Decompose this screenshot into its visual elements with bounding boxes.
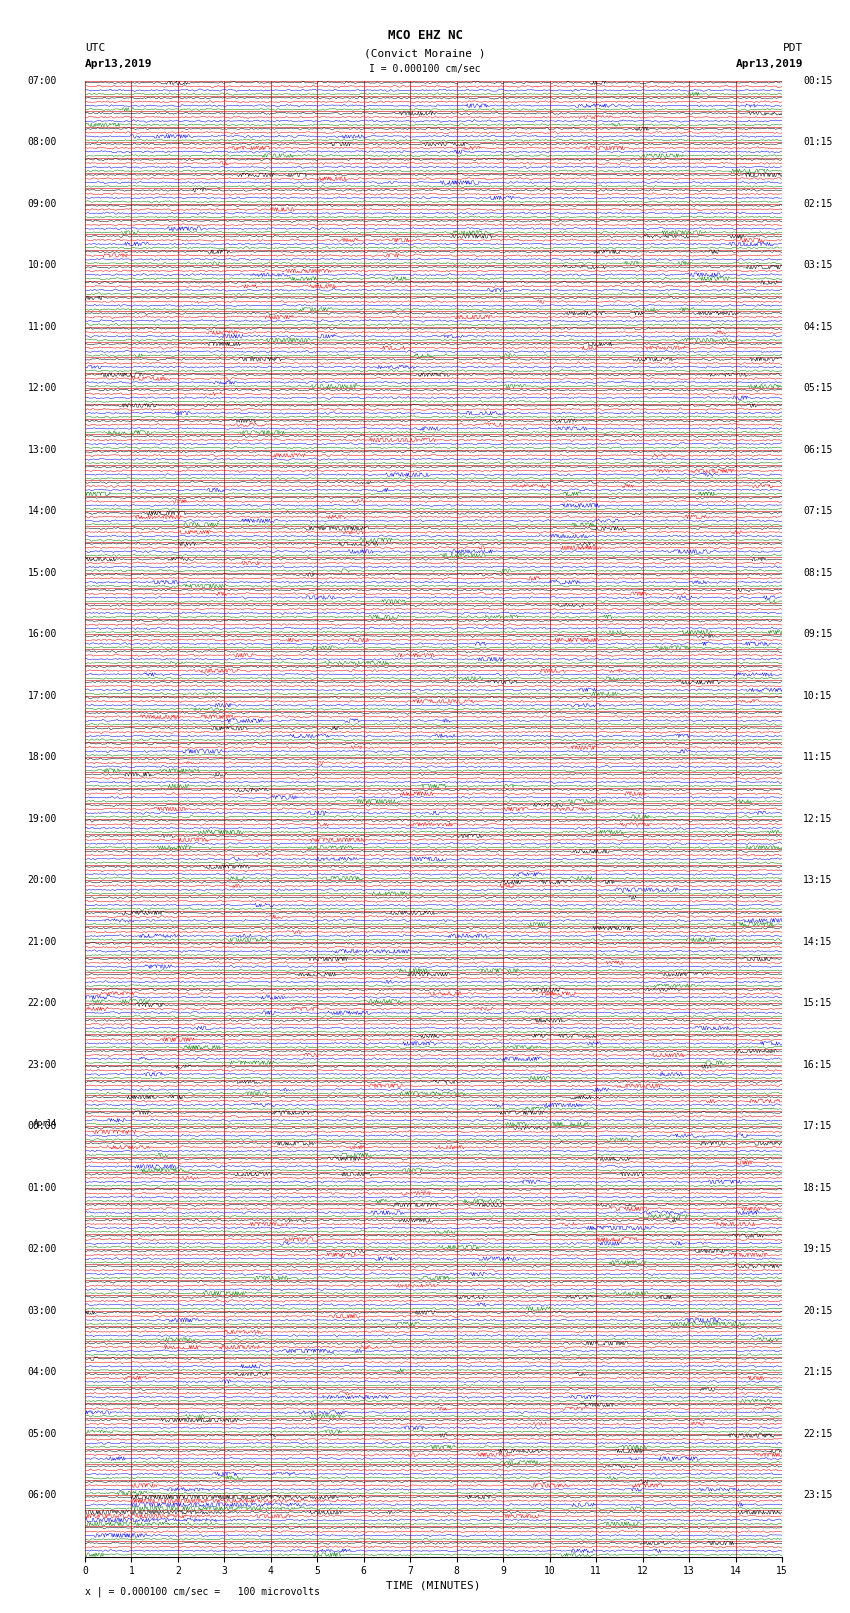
Text: 07:00: 07:00 xyxy=(28,76,57,85)
Text: MCO EHZ NC: MCO EHZ NC xyxy=(388,29,462,42)
Text: 12:00: 12:00 xyxy=(28,384,57,394)
Text: 11:00: 11:00 xyxy=(28,321,57,332)
Text: 23:00: 23:00 xyxy=(28,1060,57,1069)
Text: 02:00: 02:00 xyxy=(28,1244,57,1253)
Text: 18:00: 18:00 xyxy=(28,752,57,761)
Text: 03:00: 03:00 xyxy=(28,1305,57,1316)
Text: 17:15: 17:15 xyxy=(803,1121,832,1131)
Text: 02:15: 02:15 xyxy=(803,198,832,208)
Text: 00:00: 00:00 xyxy=(28,1121,57,1131)
Text: 12:15: 12:15 xyxy=(803,813,832,824)
Text: 20:00: 20:00 xyxy=(28,876,57,886)
Text: 11:15: 11:15 xyxy=(803,752,832,761)
Text: 16:00: 16:00 xyxy=(28,629,57,639)
Text: 08:15: 08:15 xyxy=(803,568,832,577)
Text: UTC: UTC xyxy=(85,44,105,53)
Text: 09:00: 09:00 xyxy=(28,198,57,208)
Text: 22:15: 22:15 xyxy=(803,1429,832,1439)
Text: 10:00: 10:00 xyxy=(28,260,57,269)
X-axis label: TIME (MINUTES): TIME (MINUTES) xyxy=(386,1581,481,1590)
Text: 20:15: 20:15 xyxy=(803,1305,832,1316)
Text: 13:15: 13:15 xyxy=(803,876,832,886)
Text: I = 0.000100 cm/sec: I = 0.000100 cm/sec xyxy=(369,65,481,74)
Text: 17:00: 17:00 xyxy=(28,690,57,700)
Text: 18:15: 18:15 xyxy=(803,1182,832,1192)
Text: 22:00: 22:00 xyxy=(28,998,57,1008)
Text: 15:15: 15:15 xyxy=(803,998,832,1008)
Text: 06:15: 06:15 xyxy=(803,445,832,455)
Text: 13:00: 13:00 xyxy=(28,445,57,455)
Text: 03:15: 03:15 xyxy=(803,260,832,269)
Text: 23:15: 23:15 xyxy=(803,1490,832,1500)
Text: 06:00: 06:00 xyxy=(28,1490,57,1500)
Text: 21:00: 21:00 xyxy=(28,937,57,947)
Text: 16:15: 16:15 xyxy=(803,1060,832,1069)
Text: Apr13,2019: Apr13,2019 xyxy=(85,60,152,69)
Text: 01:00: 01:00 xyxy=(28,1182,57,1192)
Text: 09:15: 09:15 xyxy=(803,629,832,639)
Text: 19:15: 19:15 xyxy=(803,1244,832,1253)
Text: 10:15: 10:15 xyxy=(803,690,832,700)
Text: 07:15: 07:15 xyxy=(803,506,832,516)
Text: 05:15: 05:15 xyxy=(803,384,832,394)
Text: 15:00: 15:00 xyxy=(28,568,57,577)
Text: 04:15: 04:15 xyxy=(803,321,832,332)
Text: 00:15: 00:15 xyxy=(803,76,832,85)
Text: Apr14: Apr14 xyxy=(34,1119,57,1127)
Text: 14:15: 14:15 xyxy=(803,937,832,947)
Text: 01:15: 01:15 xyxy=(803,137,832,147)
Text: 14:00: 14:00 xyxy=(28,506,57,516)
Text: (Convict Moraine ): (Convict Moraine ) xyxy=(365,48,485,58)
Text: 04:00: 04:00 xyxy=(28,1368,57,1378)
Text: PDT: PDT xyxy=(783,44,803,53)
Text: x | = 0.000100 cm/sec =   100 microvolts: x | = 0.000100 cm/sec = 100 microvolts xyxy=(85,1586,320,1597)
Text: 21:15: 21:15 xyxy=(803,1368,832,1378)
Text: Apr13,2019: Apr13,2019 xyxy=(736,60,803,69)
Text: 05:00: 05:00 xyxy=(28,1429,57,1439)
Text: 08:00: 08:00 xyxy=(28,137,57,147)
Text: 19:00: 19:00 xyxy=(28,813,57,824)
